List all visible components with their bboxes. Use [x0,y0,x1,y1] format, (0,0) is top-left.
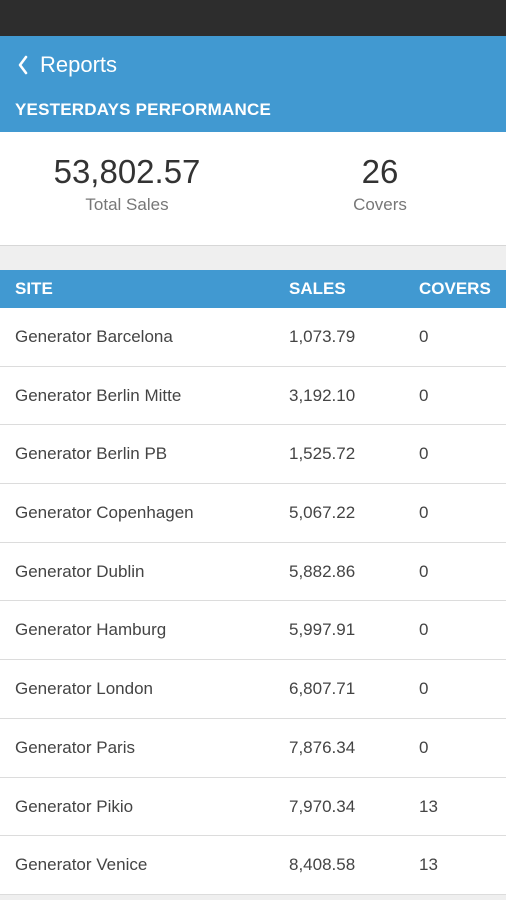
back-label: Reports [40,52,118,77]
site-sales: 3,192.10 [289,385,356,405]
covers-stat: 26 Covers [300,152,460,216]
site-sales: 1,073.79 [289,327,356,346]
site-covers: 0 [419,327,429,346]
back-button[interactable]: Reports [16,50,117,80]
table-row[interactable]: Generator Copenhagen 5,067.22 0 [0,484,506,543]
table-row[interactable]: Generator Paris 7,876.34 0 [0,719,506,778]
site-covers: 0 [419,503,429,523]
table-row[interactable]: Generator Pikio 7,970.34 13 [0,778,506,837]
chevron-left-icon [16,54,30,76]
site-covers: 13 [419,855,438,875]
site-covers: 0 [419,444,429,464]
site-name: Generator Hamburg [15,620,167,640]
table-row[interactable]: Generator Barcelona 1,073.79 0 [0,308,506,367]
site-name: Generator Dublin [15,561,145,581]
site-covers: 13 [419,796,438,816]
site-name: Generator Berlin PB [15,444,168,464]
section-title: YESTERDAYS PERFORMANCE [15,100,271,119]
table-header: SITE SALES COVERS [0,270,506,308]
total-sales-label: Total Sales [85,195,169,214]
site-covers: 0 [419,679,429,699]
site-covers: 0 [419,561,429,581]
sites-table: Generator Barcelona 1,073.79 0 Generator… [0,308,506,895]
app-header: Reports YESTERDAYS PERFORMANCE [0,36,506,132]
site-name: Generator Paris [15,737,135,757]
site-sales: 8,408.58 [289,855,356,875]
site-sales: 6,807.71 [289,679,356,699]
covers-value: 26 [361,153,399,190]
column-header-sales[interactable]: SALES [289,279,346,298]
site-name: Generator Barcelona [15,327,173,346]
site-covers: 0 [419,737,429,757]
site-sales: 5,997.91 [289,620,356,640]
column-header-covers[interactable]: COVERS [419,279,491,298]
performance-summary: 53,802.57 Total Sales 26 Covers [0,132,506,246]
table-row[interactable]: Generator Berlin Mitte 3,192.10 0 [0,367,506,426]
site-covers: 0 [419,385,429,405]
table-row[interactable]: Generator London 6,807.71 0 [0,660,506,719]
site-name: Generator Berlin Mitte [15,385,182,405]
site-name: Generator London [15,679,153,699]
table-row[interactable]: Generator Venice 8,408.58 13 [0,836,506,895]
column-header-site[interactable]: SITE [15,279,53,298]
site-covers: 0 [419,620,429,640]
site-sales: 7,970.34 [289,796,356,816]
site-name: Generator Venice [15,855,148,875]
covers-label: Covers [353,195,407,214]
site-sales: 5,882.86 [289,561,356,581]
table-row[interactable]: Generator Hamburg 5,997.91 0 [0,601,506,661]
site-sales: 5,067.22 [289,503,356,523]
total-sales-value: 53,802.57 [53,153,201,190]
site-sales: 1,525.72 [289,444,356,464]
site-name: Generator Pikio [15,796,134,816]
site-sales: 7,876.34 [289,737,356,757]
site-name: Generator Copenhagen [15,503,194,523]
table-row[interactable]: Generator Dublin 5,882.86 0 [0,543,506,602]
total-sales-stat: 53,802.57 Total Sales [27,152,227,216]
status-bar [0,0,506,36]
table-row[interactable]: Generator Berlin PB 1,525.72 0 [0,425,506,485]
